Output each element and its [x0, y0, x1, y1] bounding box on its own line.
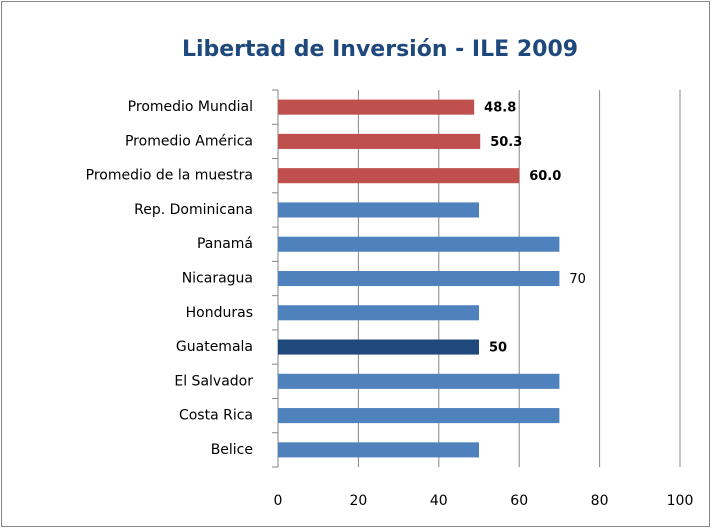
y-tick-label: Promedio de la muestra [86, 168, 253, 184]
data-label: 70 [569, 272, 586, 287]
y-tick-label: Panamá [197, 236, 253, 252]
x-tick-label: 0 [274, 493, 283, 509]
x-tick-label: 100 [667, 493, 694, 509]
data-label: 50.3 [490, 135, 522, 150]
chart-title: Libertad de Inversión - ILE 2009 [182, 37, 578, 62]
data-label: 50 [489, 341, 507, 356]
x-tick-label: 60 [510, 493, 528, 509]
data-label: 60.0 [529, 169, 561, 184]
x-tick-label: 80 [591, 493, 609, 509]
bar [278, 442, 479, 458]
y-tick-label: Honduras [186, 305, 253, 321]
y-tick-label: Rep. Dominicana [134, 202, 253, 218]
y-tick-label: Promedio Mundial [128, 99, 253, 115]
y-tick-label: Costa Rica [179, 408, 253, 424]
y-tick-label: Promedio América [125, 133, 253, 149]
y-tick-label: El Salvador [174, 373, 253, 389]
y-tick-label: Guatemala [176, 339, 253, 355]
bar [278, 373, 560, 389]
bar [278, 408, 560, 424]
data-label: 48.8 [484, 101, 516, 116]
bar [278, 339, 479, 355]
y-tick-label: Belice [211, 442, 253, 458]
bar [278, 133, 481, 149]
bar [278, 270, 560, 287]
y-tick-label: Nicaragua [182, 271, 253, 287]
bar [278, 99, 475, 115]
x-tick-label: 40 [430, 493, 448, 509]
x-tick-label: 20 [349, 493, 367, 509]
bar [278, 168, 520, 184]
bar [278, 305, 479, 321]
bar [278, 236, 560, 252]
bar [278, 202, 479, 218]
